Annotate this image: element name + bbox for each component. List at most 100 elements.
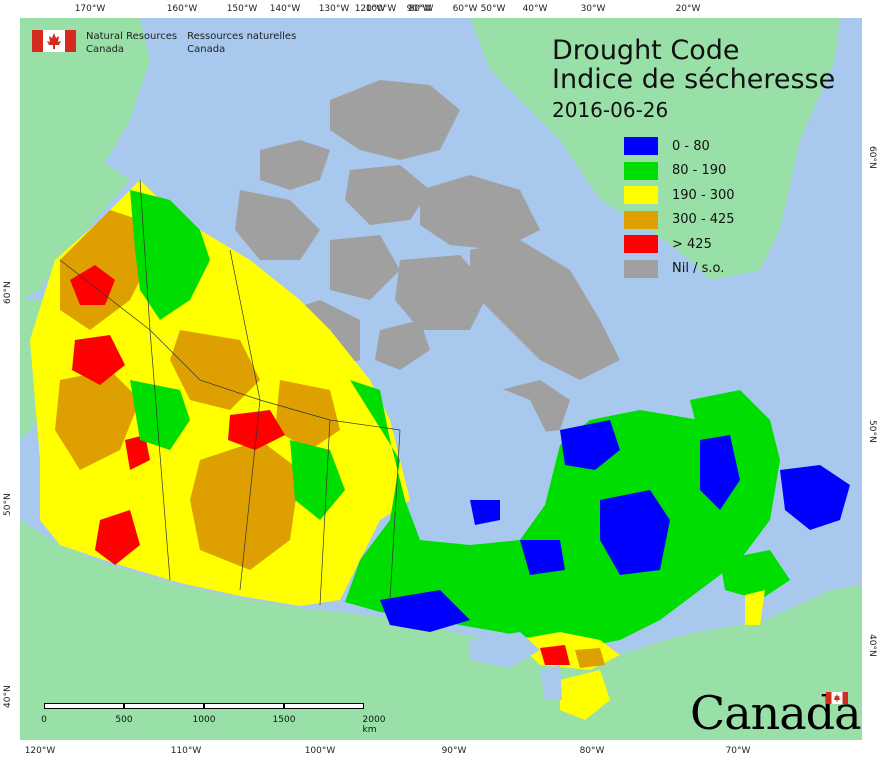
- tick-top-130w: 130°W: [318, 4, 350, 14]
- usa-land: [20, 520, 862, 740]
- legend-label: 80 - 190: [672, 163, 727, 179]
- bc-orange-north: [55, 370, 140, 470]
- map-title: Drought Code Indice de sécheresse 2016-0…: [552, 36, 835, 122]
- tick-top-40w: 40°W: [522, 4, 548, 14]
- legend-item-over-425: > 425: [624, 232, 735, 257]
- quebec-blue-central: [600, 490, 670, 575]
- legend-label: > 425: [672, 236, 712, 252]
- legend-item-190-300: 190 - 300: [624, 183, 735, 208]
- tick-top-160w: 160°W: [166, 4, 198, 14]
- labrador-blue: [700, 435, 740, 510]
- tick-top-120w: 120°W: [354, 4, 386, 14]
- map-date: 2016-06-26: [552, 98, 669, 122]
- tick-top-170w: 170°W: [74, 4, 106, 14]
- ontario-south-orange: [575, 648, 605, 668]
- tick-bottom-90w: 90°W: [441, 746, 467, 756]
- legend-label: 0 - 80: [672, 138, 710, 154]
- ontario-blue-east: [520, 540, 565, 575]
- nwt-orange: [170, 330, 260, 410]
- legend-swatch: [624, 259, 658, 278]
- ontario-south-red: [540, 645, 570, 665]
- tick-top-60w: 60°W: [452, 4, 478, 14]
- sask-orange: [190, 440, 300, 570]
- province-boundaries: [59, 179, 401, 606]
- tick-bottom-70w: 70°W: [725, 746, 751, 756]
- scale-segment: [284, 703, 364, 709]
- scale-label-1000: 1000: [192, 715, 216, 725]
- tick-right-50n: 50°N: [867, 420, 877, 443]
- arctic-island-banks: [260, 140, 330, 190]
- scale-segment: [44, 703, 124, 709]
- bc-red-north: [72, 335, 125, 385]
- agency-name-fr: Ressources naturelles Canada: [187, 30, 296, 56]
- tick-bottom-110w: 110°W: [170, 746, 202, 756]
- canada-flag-icon: [32, 30, 76, 52]
- arctic-island-king-william: [330, 235, 400, 300]
- legend-label: 300 - 425: [672, 212, 735, 228]
- tick-left-60n: 60°N: [3, 281, 13, 304]
- lake-huron: [540, 665, 562, 700]
- tick-top-50w: 50°W: [480, 4, 506, 14]
- arctic-island-victoria: [235, 190, 320, 260]
- bc-red-south: [95, 510, 140, 565]
- tick-bottom-100w: 100°W: [304, 746, 336, 756]
- title-english: Drought Code: [552, 35, 740, 66]
- scale-segment: [124, 703, 204, 709]
- legend-item-0-80: 0 - 80: [624, 134, 735, 159]
- tick-bottom-80w: 80°W: [579, 746, 605, 756]
- tick-right-60n: 60°N: [867, 146, 877, 169]
- tick-top-150w: 150°W: [226, 4, 258, 14]
- eastern-canada-green: [345, 380, 780, 648]
- tick-top-140w: 140°W: [269, 4, 301, 14]
- legend-swatch: [624, 186, 658, 205]
- map-canvas: [20, 18, 862, 740]
- arctic-island-baffin-north: [420, 175, 540, 250]
- legend-item-300-425: 300 - 425: [624, 208, 735, 233]
- agency-en-line1: Natural Resources: [86, 31, 178, 42]
- nunavut-orange: [275, 380, 340, 450]
- tick-top-90w: 90°W: [406, 4, 432, 14]
- tick-right-40n: 40°N: [867, 634, 877, 657]
- agency-fr-line1: Ressources naturelles: [187, 31, 297, 42]
- tick-bottom-120w: 120°W: [24, 746, 56, 756]
- legend-label: Nil / s.o.: [672, 261, 725, 277]
- nunavut-south: [375, 320, 430, 370]
- scale-label-1500: 1500: [272, 715, 296, 725]
- legend-label: 190 - 300: [672, 187, 735, 203]
- agency-name-en: Natural Resources Canada: [86, 30, 177, 56]
- drought-map: [20, 18, 862, 740]
- hudson-bay: [380, 370, 550, 540]
- tick-top-100w: 100°W: [365, 4, 397, 14]
- arctic-island-ellesmere: [330, 80, 460, 160]
- ontario-blue-north: [470, 500, 500, 525]
- scale-segment: [204, 703, 284, 709]
- tick-top-80w: 80°W: [408, 4, 434, 14]
- scale-label-0: 0: [41, 715, 47, 725]
- legend-item-nil: Nil / s.o.: [624, 257, 735, 282]
- newfoundland-blue: [780, 465, 850, 530]
- wordmark-flag-icon: [826, 692, 848, 704]
- maritimes-green: [720, 550, 790, 600]
- tick-left-40n: 40°N: [3, 685, 13, 708]
- tick-left-50n: 50°N: [3, 493, 13, 516]
- arctic-island-devon: [345, 165, 430, 225]
- legend-swatch: [624, 161, 658, 180]
- alaska-land: [20, 70, 130, 300]
- bc-red-central: [125, 435, 150, 470]
- scale-label-500: 500: [115, 715, 133, 725]
- legend-swatch: [624, 137, 658, 156]
- legend: 0 - 80 80 - 190 190 - 300 300 - 425 > 42…: [624, 134, 735, 281]
- tick-top-30w: 30°W: [580, 4, 606, 14]
- agency-en-line2: Canada: [86, 44, 125, 55]
- scale-bar: 0 500 1000 1500 2000 km: [41, 703, 385, 735]
- title-french: Indice de sécheresse: [552, 64, 836, 95]
- manitoba-green-west: [290, 440, 345, 520]
- legend-swatch: [624, 235, 658, 254]
- legend-item-80-190: 80 - 190: [624, 159, 735, 184]
- ontario-peninsula-yellow: [560, 670, 610, 720]
- lake-superior: [470, 632, 540, 668]
- agency-fr-line2: Canada: [187, 44, 226, 55]
- tick-top-20w: 20°W: [675, 4, 701, 14]
- ontario-blue-west: [380, 590, 470, 632]
